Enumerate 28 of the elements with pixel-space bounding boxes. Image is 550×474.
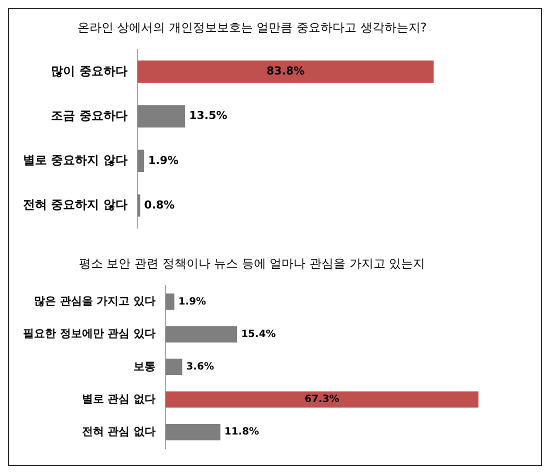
y-tick-label: 많이 중요하다 (51, 64, 128, 78)
data-label: 67.3% (304, 394, 340, 406)
bar (165, 358, 182, 376)
bar (137, 60, 434, 83)
data-label: 1.9% (148, 154, 179, 167)
bar (165, 424, 220, 440)
data-label: 15.4% (241, 328, 276, 340)
y-tick-label: 별로 중요하지 않다 (22, 153, 128, 168)
y-tick-label: 조금 중요하다 (51, 108, 128, 122)
bar (137, 150, 144, 172)
chart-title: 온라인 상에서의 개인정보보호는 얼만큼 중요하다고 생각하는지? (77, 20, 427, 34)
data-label: 11.8% (224, 426, 260, 438)
data-label: 1.9% (178, 296, 206, 308)
data-label: 3.6% (186, 361, 214, 372)
y-tick-label: 많은 관심을 가지고 있다 (34, 294, 156, 308)
y-tick-label: 보통 (133, 360, 156, 373)
chart-title: 평소 보안 관련 정책이나 뉴스 등에 얼마나 관심을 가지고 있는지 (78, 256, 426, 270)
bar (165, 391, 478, 408)
bar (165, 294, 174, 310)
bar (137, 105, 186, 128)
y-tick-label: 전혀 관심 없다 (82, 424, 156, 438)
data-label: 83.8% (266, 64, 305, 78)
data-label: 0.8% (144, 198, 175, 212)
bar (165, 326, 238, 342)
y-tick-label: 별로 관심 없다 (82, 392, 156, 406)
y-tick-label: 전혀 중요하지 않다 (22, 198, 128, 212)
y-tick-label: 필요한 정보에만 관심 있다 (22, 327, 156, 340)
data-label: 13.5% (189, 109, 228, 122)
